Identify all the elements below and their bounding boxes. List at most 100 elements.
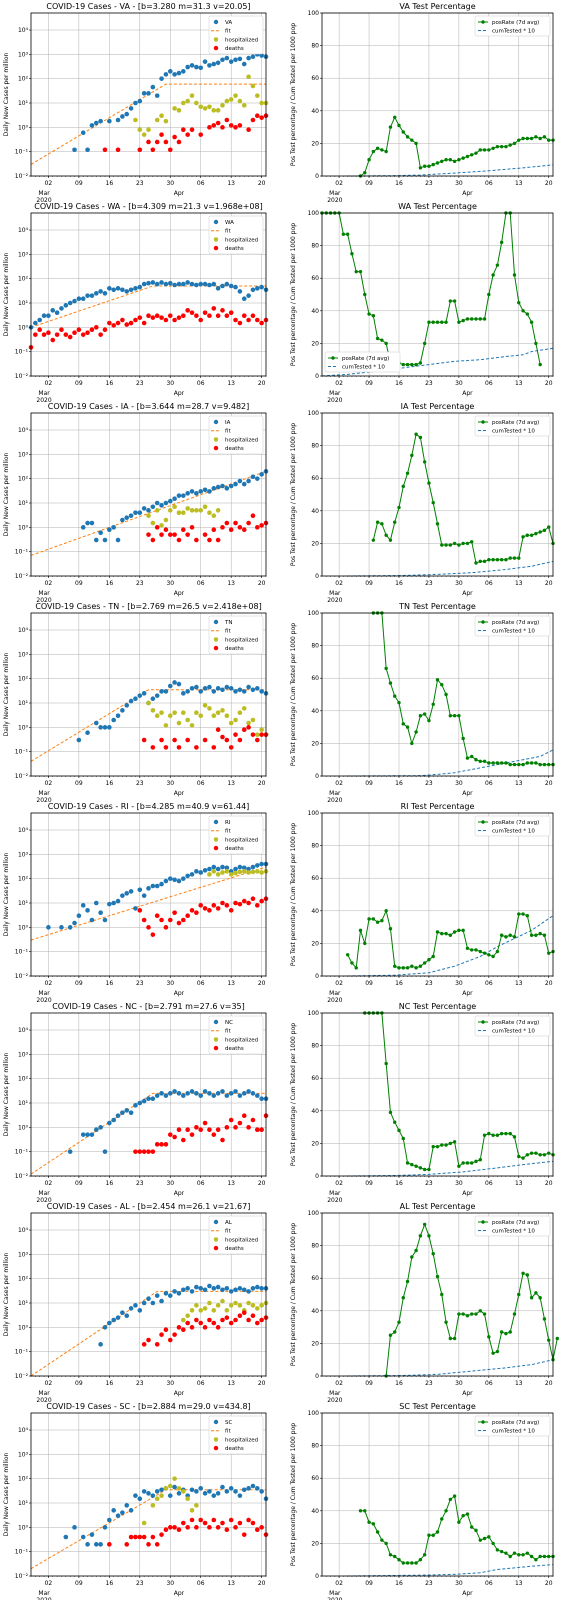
deaths-point bbox=[181, 1520, 186, 1526]
posrate-point bbox=[401, 966, 405, 970]
posrate-point bbox=[444, 1509, 448, 1513]
legend-label-cumtested: cumTested * 10 bbox=[492, 1429, 535, 1435]
posrate-point bbox=[448, 1336, 453, 1341]
legend-marker-cases bbox=[213, 619, 219, 625]
cases-point bbox=[198, 281, 204, 287]
y-tick-label: 0 bbox=[315, 1373, 319, 1380]
cases-point bbox=[207, 684, 212, 690]
y-tick-label: 20 bbox=[311, 540, 319, 547]
cases-point bbox=[133, 100, 138, 106]
x-tick-label: 13 bbox=[227, 580, 235, 587]
cases-point bbox=[154, 281, 160, 287]
hospitalized-point bbox=[185, 506, 190, 511]
y-tick-label: 0 bbox=[315, 1173, 319, 1180]
x-tick-label: 23 bbox=[136, 1380, 144, 1387]
posrate-point bbox=[435, 1274, 440, 1279]
cases-point bbox=[228, 1289, 234, 1294]
fit-line bbox=[30, 83, 266, 165]
legend-marker-cases bbox=[213, 1019, 219, 1025]
posrate-point bbox=[478, 148, 482, 152]
cases-point bbox=[254, 286, 260, 291]
cases-point bbox=[107, 1320, 112, 1326]
deaths-point bbox=[167, 147, 173, 153]
hospitalized-point bbox=[150, 520, 156, 526]
chart-row-va: 10⁻² 10⁻¹ 10⁰ 10¹ 10² 10³ 10⁴ COVID-19 Cases - … bbox=[3, 2, 555, 204]
y-tick-label: 10⁴ bbox=[18, 227, 29, 234]
cases-point bbox=[185, 689, 190, 694]
posrate-point bbox=[427, 1167, 431, 1172]
hospitalized-point bbox=[172, 710, 177, 715]
posrate-line bbox=[360, 116, 553, 177]
cases-point bbox=[172, 282, 177, 288]
posrate-point bbox=[525, 136, 530, 141]
legend-marker-posrate-dot bbox=[481, 420, 485, 424]
cases-point bbox=[115, 898, 121, 904]
cases-point bbox=[41, 313, 47, 319]
legend-marker-posrate-dot bbox=[331, 356, 335, 360]
deaths-point bbox=[246, 127, 251, 132]
y-tick-label: 100 bbox=[308, 1010, 320, 1017]
posrate-point bbox=[435, 1144, 440, 1149]
y-tick-label: 10¹ bbox=[18, 1100, 29, 1107]
y-tick-label: 80 bbox=[311, 1443, 319, 1450]
x-tick-label: 02 bbox=[45, 980, 53, 987]
cases-point bbox=[211, 1093, 217, 1098]
cases-point bbox=[172, 1089, 177, 1094]
deaths-point bbox=[259, 1127, 264, 1132]
posrate-point bbox=[410, 138, 414, 142]
deaths-point bbox=[237, 123, 243, 128]
legend-box bbox=[474, 815, 551, 837]
posrate-point bbox=[487, 1335, 491, 1339]
posrate-point bbox=[410, 1255, 414, 1259]
cases-point bbox=[198, 1286, 204, 1291]
x-tick-label: 06 bbox=[485, 780, 493, 787]
legend-label-cases: VA bbox=[225, 20, 232, 26]
cases-point bbox=[137, 1308, 143, 1313]
cases-point bbox=[150, 696, 156, 702]
posrate-point bbox=[457, 320, 461, 324]
cases-point bbox=[159, 1091, 164, 1096]
cases-point bbox=[115, 1513, 121, 1519]
deaths-point bbox=[150, 745, 156, 750]
legend-label-fit: fit bbox=[225, 29, 231, 35]
posrate-point bbox=[435, 1530, 440, 1534]
cases-point bbox=[233, 481, 238, 487]
posrate-point bbox=[474, 1312, 478, 1316]
hospitalized-point bbox=[181, 710, 186, 715]
deaths-point bbox=[250, 732, 256, 737]
posrate-point bbox=[380, 522, 384, 526]
x-year-label: 2020 bbox=[36, 1197, 51, 1204]
cases-point bbox=[111, 525, 116, 530]
cases-point bbox=[133, 906, 138, 911]
plot-frame bbox=[321, 1412, 554, 1577]
y-tick-label: 20 bbox=[311, 1140, 319, 1147]
posrate-point bbox=[547, 1338, 551, 1342]
y-tick-label: 80 bbox=[311, 43, 319, 50]
deaths-point bbox=[159, 917, 164, 923]
cases-point bbox=[259, 53, 264, 58]
y-tick-label: 60 bbox=[311, 875, 319, 882]
cases-point bbox=[207, 282, 212, 288]
x-tick-label: 06 bbox=[197, 580, 205, 587]
deaths-point bbox=[159, 132, 164, 137]
x-tick-label: 23 bbox=[425, 380, 433, 387]
x-tick-label: 20 bbox=[258, 780, 266, 787]
cases-point bbox=[198, 489, 204, 494]
posrate-point bbox=[418, 166, 423, 170]
cases-point bbox=[172, 680, 177, 685]
cases-point bbox=[124, 1503, 130, 1508]
y-tick-label: 10⁻¹ bbox=[15, 1549, 29, 1556]
posrate-point bbox=[358, 269, 363, 274]
cases-point bbox=[233, 1287, 238, 1293]
cases-point bbox=[137, 98, 143, 104]
x-tick-label: 06 bbox=[197, 1380, 205, 1387]
deaths-point bbox=[194, 1525, 199, 1530]
deaths-point bbox=[202, 906, 208, 911]
cases-point bbox=[233, 57, 238, 63]
x-tick-label: 30 bbox=[455, 780, 463, 787]
posrate-point bbox=[405, 725, 410, 729]
posrate-point bbox=[517, 556, 521, 560]
deaths-point bbox=[224, 117, 230, 123]
posrate-point bbox=[388, 1110, 393, 1115]
cases-point bbox=[89, 1532, 95, 1537]
